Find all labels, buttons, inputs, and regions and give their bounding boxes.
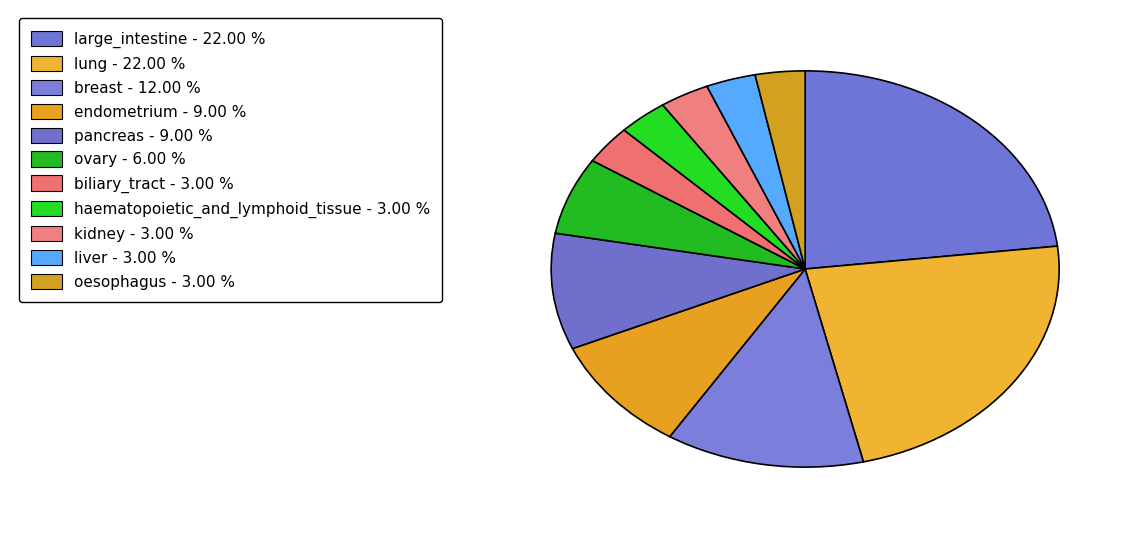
Wedge shape <box>551 233 805 349</box>
Wedge shape <box>556 161 805 269</box>
Wedge shape <box>805 246 1059 462</box>
Wedge shape <box>706 75 805 269</box>
Wedge shape <box>755 71 805 269</box>
Wedge shape <box>592 130 805 269</box>
Wedge shape <box>670 269 863 467</box>
Legend: large_intestine - 22.00 %, lung - 22.00 %, breast - 12.00 %, endometrium - 9.00 : large_intestine - 22.00 %, lung - 22.00 … <box>19 18 442 302</box>
Wedge shape <box>573 269 805 437</box>
Wedge shape <box>624 105 805 269</box>
Wedge shape <box>662 86 805 269</box>
Wedge shape <box>805 71 1058 269</box>
